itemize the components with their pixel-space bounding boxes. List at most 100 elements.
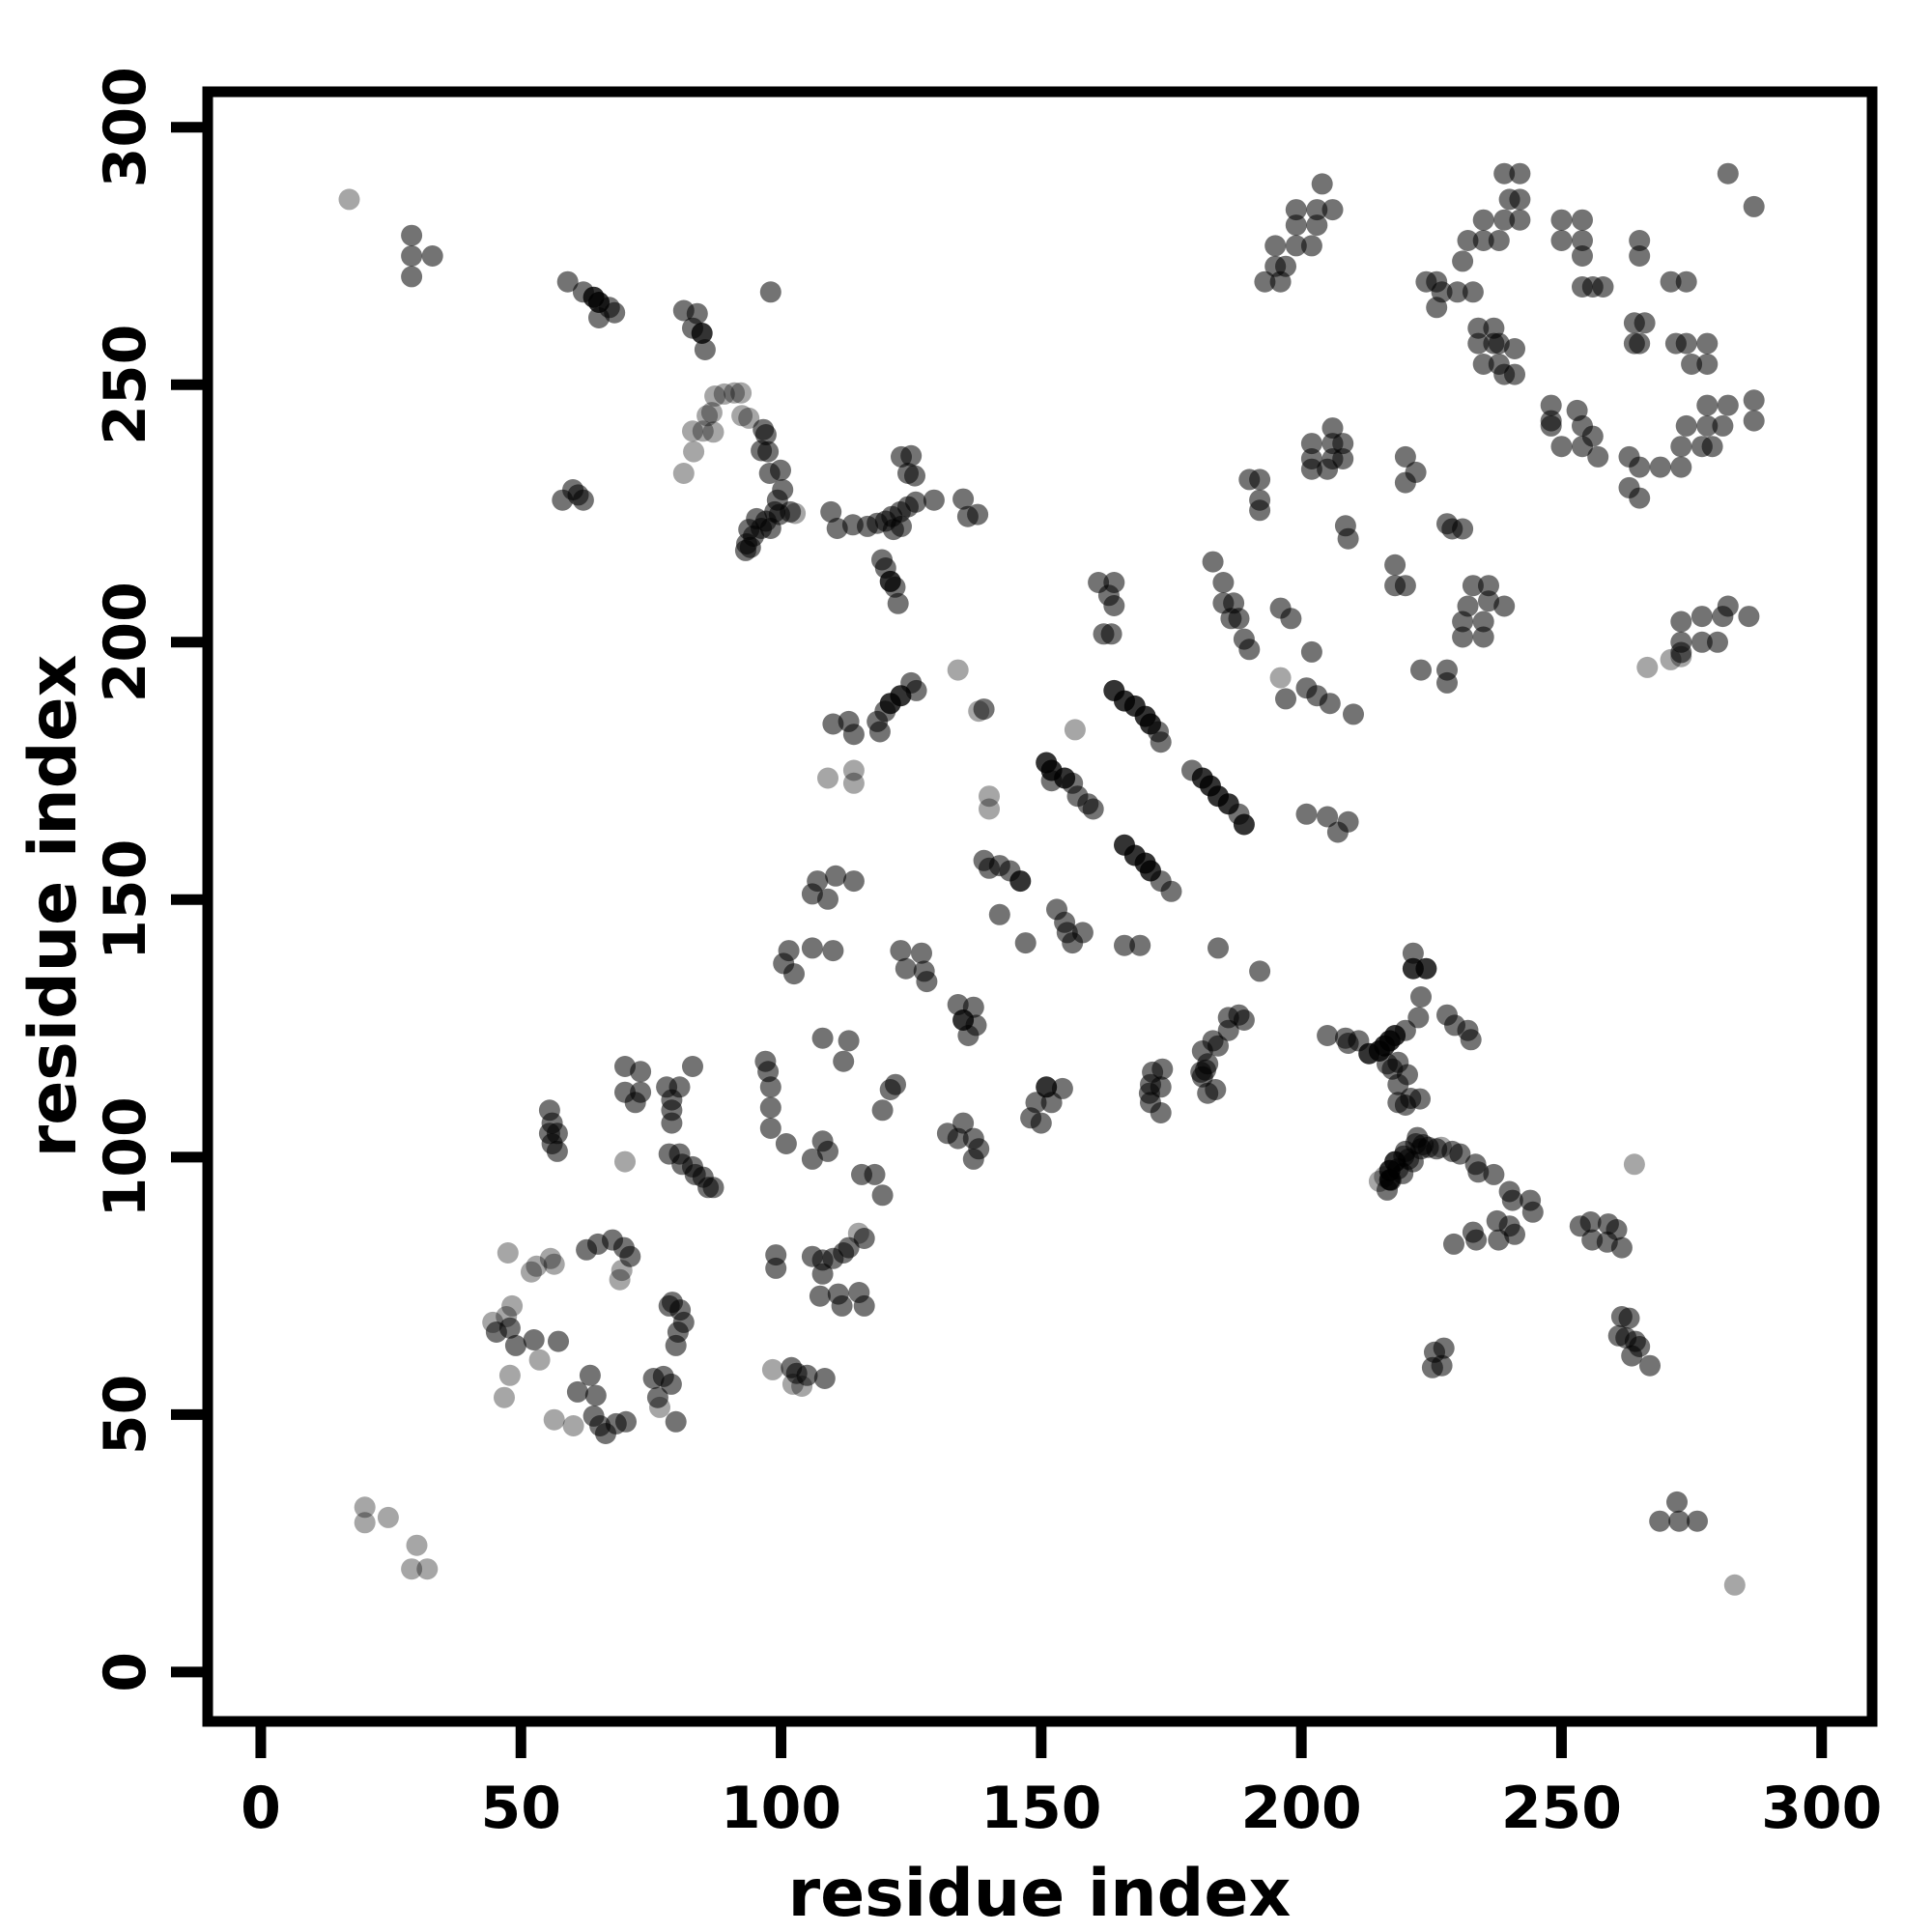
data-point: [1504, 338, 1525, 359]
data-point: [1521, 1201, 1544, 1223]
data-point: [988, 903, 1010, 925]
data-point: [831, 1294, 853, 1317]
data-point: [864, 1163, 886, 1185]
data-point: [817, 888, 838, 910]
data-point: [562, 1415, 584, 1436]
data-point: [1623, 1153, 1645, 1176]
data-point: [556, 270, 579, 293]
data-point: [1690, 606, 1713, 628]
data-point: [1681, 354, 1703, 375]
data-point: [1100, 623, 1122, 645]
data-point: [885, 1073, 906, 1095]
data-point: [853, 1294, 875, 1317]
data-point: [1233, 813, 1255, 836]
data-point: [1441, 518, 1463, 540]
data-point: [1621, 1345, 1643, 1367]
data-point: [838, 1030, 860, 1052]
data-point: [952, 488, 975, 510]
data-point: [665, 1410, 687, 1433]
y-tick-label: 100: [92, 1096, 159, 1217]
data-point: [1629, 245, 1651, 267]
x-axis-ticks: 0 50 100 150 200 250 300: [241, 1721, 1882, 1842]
data-point: [1696, 414, 1719, 437]
data-point: [1264, 235, 1287, 257]
data-point: [604, 301, 626, 324]
data-point: [1285, 214, 1307, 237]
data-point: [1317, 806, 1339, 828]
data-point: [1465, 1229, 1488, 1251]
data-point: [1629, 230, 1651, 251]
data-point: [1233, 1009, 1255, 1031]
data-point: [1446, 281, 1468, 303]
data-point: [702, 421, 724, 443]
data-point: [579, 1364, 601, 1386]
x-axis-title: residue index: [788, 1856, 1292, 1932]
data-point: [1696, 332, 1719, 355]
data-point: [967, 503, 989, 526]
data-point: [1150, 731, 1172, 753]
data-point: [1410, 659, 1432, 681]
data-point: [905, 491, 926, 513]
data-point: [1467, 332, 1490, 355]
data-point: [962, 1148, 984, 1170]
data-point: [1629, 332, 1651, 355]
data-point: [1295, 803, 1318, 825]
data-point: [1300, 235, 1322, 257]
data-point: [1114, 934, 1135, 956]
data-point: [1238, 639, 1261, 661]
data-point: [887, 592, 909, 614]
data-point: [1501, 1189, 1523, 1211]
data-point: [822, 713, 844, 735]
data-point: [1431, 1136, 1452, 1158]
data-point: [979, 785, 1000, 808]
data-point: [1670, 645, 1692, 668]
data-point: [1472, 209, 1494, 231]
data-point: [1472, 626, 1494, 648]
data-point: [543, 1253, 565, 1275]
data-point: [759, 1118, 781, 1139]
data-point: [1587, 445, 1609, 468]
data-point: [724, 382, 746, 404]
data-point: [947, 659, 969, 681]
data-point: [692, 420, 714, 442]
data-point: [566, 1380, 588, 1403]
data-point: [895, 957, 917, 980]
x-tick-label: 50: [480, 1775, 561, 1842]
data-point: [1666, 1491, 1688, 1513]
data-point: [1249, 469, 1271, 491]
data-point: [1639, 1354, 1661, 1377]
data-point: [871, 1184, 894, 1207]
data-point: [572, 489, 594, 511]
data-point: [523, 1329, 545, 1350]
data-point: [1579, 1211, 1602, 1233]
data-point: [1738, 606, 1760, 628]
data-point: [1717, 394, 1739, 416]
y-tick-label: 250: [92, 325, 159, 445]
data-point: [791, 1376, 813, 1397]
data-point: [1572, 209, 1593, 231]
data-point: [1493, 162, 1516, 185]
data-point: [1191, 1065, 1213, 1088]
data-point: [1550, 436, 1573, 458]
data-point: [1550, 209, 1573, 231]
data-point: [497, 1242, 519, 1264]
data-point: [842, 759, 865, 781]
data-point: [734, 539, 756, 561]
data-point: [1410, 986, 1432, 1008]
data-point: [1668, 1510, 1690, 1532]
data-point: [1394, 445, 1416, 468]
y-tick-label: 150: [92, 839, 159, 960]
x-tick-label: 300: [1761, 1775, 1882, 1842]
data-point: [1202, 551, 1224, 573]
data-point: [1610, 1236, 1633, 1259]
data-point: [780, 500, 802, 523]
data-point: [1332, 433, 1354, 455]
data-point: [1687, 1510, 1708, 1532]
data-point: [498, 1317, 521, 1339]
data-point: [853, 1228, 875, 1249]
data-point: [1300, 458, 1322, 480]
data-point: [1717, 595, 1739, 617]
data-point: [661, 1112, 683, 1134]
data-point: [1337, 810, 1359, 833]
